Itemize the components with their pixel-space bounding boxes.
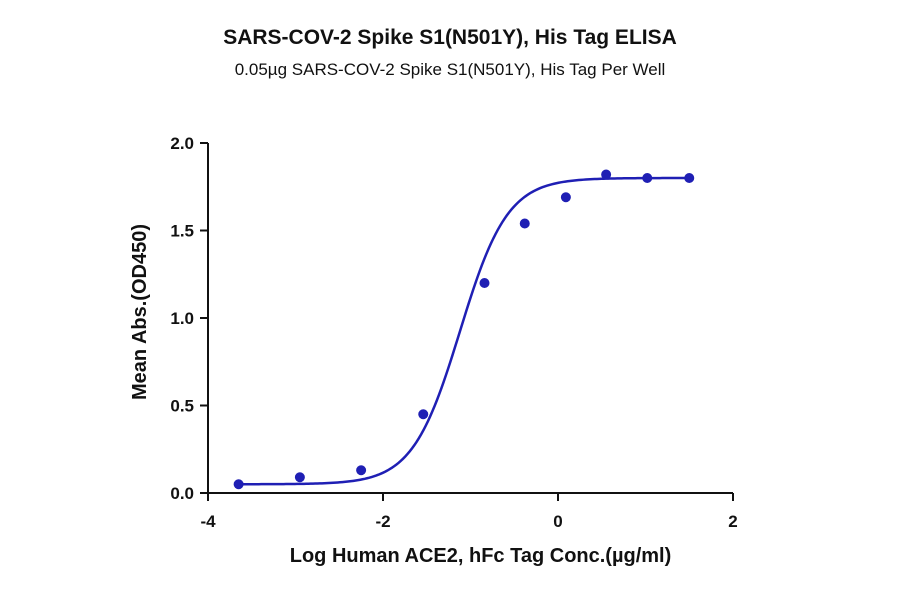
y-tick-label: 1.0 — [170, 309, 194, 328]
x-tick-label: 0 — [553, 512, 562, 531]
data-point — [684, 173, 695, 183]
x-axis-label: Log Human ACE2, hFc Tag Conc.(µg/ml) — [290, 545, 672, 567]
data-point — [560, 192, 571, 203]
y-tick-label: 2.0 — [170, 134, 194, 153]
data-point — [233, 479, 244, 490]
y-tick-label: 1.5 — [170, 222, 194, 241]
x-tick-label: -2 — [375, 512, 390, 531]
chart-title: SARS-COV-2 Spike S1(N501Y), His Tag ELIS… — [223, 26, 677, 49]
data-point — [519, 218, 530, 229]
y-tick-label: 0.5 — [170, 397, 194, 416]
y-tick-label: 0.0 — [170, 484, 194, 503]
y-axis-label: Mean Abs.(OD450) — [129, 224, 151, 400]
data-point — [418, 409, 429, 420]
data-point — [601, 169, 612, 180]
data-point — [479, 278, 490, 288]
data-point — [356, 465, 367, 476]
x-tick-label: 2 — [728, 512, 737, 531]
chart-subtitle: 0.05µg SARS-COV-2 Spike S1(N501Y), His T… — [234, 60, 666, 79]
data-point — [642, 173, 653, 183]
fit-curve — [238, 176, 690, 486]
data-points — [233, 169, 695, 490]
data-point — [294, 472, 305, 483]
x-tick-label: -4 — [200, 512, 216, 531]
axes: 0.0 0.5 1.0 1.5 2.0 -4 -2 0 2 — [170, 134, 737, 531]
